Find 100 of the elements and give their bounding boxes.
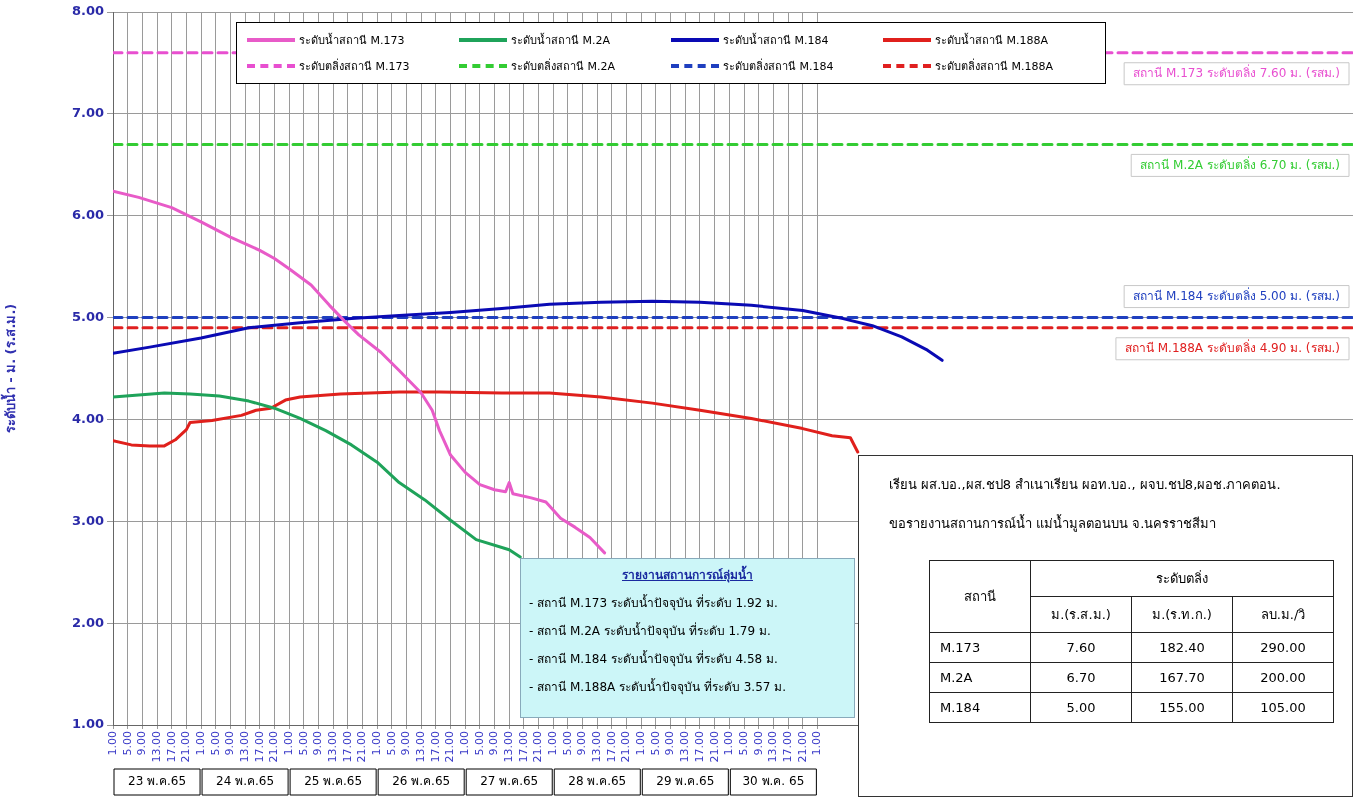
y-tick-label: 8.00 <box>71 3 104 19</box>
x-tick-label: 21.00 <box>795 731 809 763</box>
legend-label: ระดับน้ำสถานี M.173 <box>299 32 405 49</box>
x-tick-label: 5.00 <box>208 731 222 756</box>
annotation: 290.00 <box>1232 632 1334 663</box>
x-tick-label: 17.00 <box>780 731 794 763</box>
x-tick-label: 13.00 <box>766 731 780 763</box>
annotation: - สถานี M.173 ระดับน้ำปัจจุบัน ที่ระดับ 1.92 ม. <box>529 593 779 612</box>
y-axis-title: ระดับน้ำ - ม. (ร.ส.ม.) <box>0 303 19 434</box>
x-tick-label: 9.00 <box>575 731 589 756</box>
y-tick-label: 1.00 <box>71 716 104 732</box>
annotation: เรียน ผส.บอ.,ผส.ชป8 สำเนาเรียน ผอท.บอ., ผจบ.ชป8,ผอช.ภาคตอน. <box>889 476 1282 494</box>
legend-label: ระดับน้ำสถานี M.188A <box>935 32 1049 49</box>
x-tick-label: 9.00 <box>487 731 501 756</box>
x-tick-label: 1.00 <box>722 731 736 756</box>
legend-label: ระดับตลิ่งสถานี M.184 <box>723 57 834 75</box>
annotation: M.173 <box>929 632 1031 663</box>
x-tick-label: 17.00 <box>164 731 178 763</box>
annotation: รายงานสถานการณ์ลุ่มน้ำ <box>621 565 754 584</box>
annotation: 182.40 <box>1131 632 1233 663</box>
text: 23 พ.ค.65 <box>128 774 187 789</box>
x-tick-label: 9.00 <box>135 731 149 756</box>
x-tick-label: 5.00 <box>736 731 750 756</box>
x-tick-label: 9.00 <box>311 731 325 756</box>
x-tick-label: 21.00 <box>267 731 281 763</box>
annotation: ระดับตลิ่ง <box>1030 560 1334 597</box>
x-tick-label: 5.00 <box>472 731 486 756</box>
x-tick-label: 17.00 <box>516 731 530 763</box>
legend-label: ระดับน้ำสถานี M.184 <box>723 32 829 49</box>
annotation: สถานี M.184 ระดับตลิ่ง 5.00 ม. (รสม.) <box>1133 286 1340 303</box>
x-tick-label: 13.00 <box>502 731 516 763</box>
text: 25 พ.ค.65 <box>304 774 363 789</box>
annotation: ขอรายงานสถานการณ์น้ำ แม่น้ำมูลตอนบน จ.นครราชสีมา <box>889 513 1218 534</box>
annotation: 200.00 <box>1232 662 1334 693</box>
annotation: สถานี M.173 ระดับตลิ่ง 7.60 ม. (รสม.) <box>1133 63 1340 80</box>
text: 26 พ.ค.65 <box>392 774 451 789</box>
legend-label: ระดับตลิ่งสถานี M.173 <box>299 57 410 75</box>
x-tick-label: 1.00 <box>634 731 648 756</box>
annotation: สถานี M.2A ระดับตลิ่ง 6.70 ม. (รสม.) <box>1140 155 1340 172</box>
text: 27 พ.ค.65 <box>480 774 539 789</box>
x-tick-label: 5.00 <box>560 731 574 756</box>
x-tick-label: 21.00 <box>179 731 193 763</box>
x-tick-label: 5.00 <box>384 731 398 756</box>
y-tick-label: 7.00 <box>71 105 104 121</box>
x-tick-label: 5.00 <box>120 731 134 756</box>
x-tick-label: 1.00 <box>370 731 383 756</box>
x-tick-label: 9.00 <box>663 731 677 756</box>
text: 24 พ.ค.65 <box>216 774 275 789</box>
x-tick-label: 9.00 <box>751 731 765 756</box>
annotation: 7.60 <box>1030 632 1132 663</box>
x-tick-label: 21.00 <box>707 731 721 763</box>
x-tick-label: 13.00 <box>590 731 604 763</box>
annotation: - สถานี M.188A ระดับน้ำปัจจุบัน ที่ระดับ 3.57 ม. <box>529 677 788 696</box>
x-tick-label: 21.00 <box>355 731 369 763</box>
text: 28 พ.ค.65 <box>568 774 627 789</box>
annotation: ลบ.ม./วิ <box>1232 596 1334 633</box>
annotation: 167.70 <box>1131 662 1233 693</box>
y-tick-label: 3.00 <box>71 512 104 528</box>
x-tick-label: 9.00 <box>223 731 237 756</box>
x-tick-label: 21.00 <box>619 731 633 763</box>
x-tick-label: 9.00 <box>399 731 413 756</box>
annotation: สถานี M.188A ระดับตลิ่ง 4.90 ม. (รสม.) <box>1124 338 1341 355</box>
x-tick-label: 13.00 <box>237 731 251 763</box>
annotation: 5.00 <box>1030 692 1132 723</box>
x-tick-label: 13.00 <box>325 731 339 763</box>
y-tick-label: 2.00 <box>71 614 104 630</box>
x-tick-label: 5.00 <box>648 731 662 756</box>
annotation: M.2A <box>929 662 1031 693</box>
x-tick-label: 17.00 <box>692 731 706 763</box>
annotation: ม.(ร.ท.ก.) <box>1131 596 1233 633</box>
annotation: ม.(ร.ส.ม.) <box>1030 596 1132 633</box>
x-tick-label: 17.00 <box>428 731 442 763</box>
legend-label: ระดับตลิ่งสถานี M.188A <box>935 57 1054 75</box>
annotation: - สถานี M.184 ระดับน้ำปัจจุบัน ที่ระดับ 4.58 ม. <box>529 649 779 668</box>
x-tick-label: 13.00 <box>149 731 163 763</box>
annotation: 105.00 <box>1232 692 1334 723</box>
x-tick-label: 21.00 <box>531 731 545 763</box>
y-tick-label: 5.00 <box>71 308 104 324</box>
x-tick-label: 13.00 <box>414 731 428 763</box>
legend-label: ระดับน้ำสถานี M.2A <box>511 32 611 49</box>
annotation: M.184 <box>929 692 1031 723</box>
annotation: สถานี <box>929 560 1031 633</box>
y-tick-label: 4.00 <box>71 410 104 426</box>
annotation: 155.00 <box>1131 692 1233 723</box>
x-tick-label: 13.00 <box>678 731 692 763</box>
y-tick-label: 6.00 <box>71 207 104 223</box>
x-tick-label: 5.00 <box>296 731 310 756</box>
text: 29 พ.ค.65 <box>656 774 715 789</box>
x-tick-label: 1.00 <box>810 731 824 756</box>
x-tick-label: 17.00 <box>604 731 618 763</box>
annotation: 6.70 <box>1030 662 1132 693</box>
x-tick-label: 1.00 <box>193 731 207 756</box>
x-tick-label: 17.00 <box>340 731 354 763</box>
x-tick-label: 21.00 <box>443 731 457 763</box>
x-tick-label: 1.00 <box>546 731 560 756</box>
legend-label: ระดับตลิ่งสถานี M.2A <box>511 57 616 75</box>
text: 30 พ.ค. 65 <box>742 774 805 789</box>
annotation: - สถานี M.2A ระดับน้ำปัจจุบัน ที่ระดับ 1.79 ม. <box>529 621 772 640</box>
x-tick-label: 17.00 <box>252 731 266 763</box>
x-tick-label: 1.00 <box>458 731 472 756</box>
